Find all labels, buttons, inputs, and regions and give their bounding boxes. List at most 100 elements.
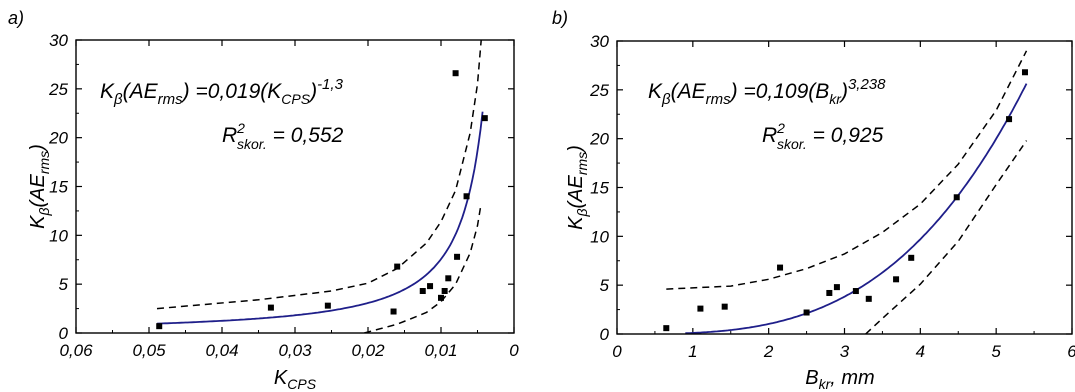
chart-b-ylabel-sub1: β <box>574 209 590 218</box>
chart-a-ytick-label: 25 <box>48 80 68 99</box>
chart-a-svg: a) 0,06 0,05 0,04 0,03 0,02 0,01 0 0 5 10 15 20 25 30 K… <box>8 8 519 392</box>
chart-a-ytick-label: 0 <box>59 324 69 343</box>
chart-a-xtick-label: 0,02 <box>351 341 385 360</box>
chart-b-data-point <box>721 303 728 310</box>
chart-b-eq-lhs: K <box>648 80 663 103</box>
chart-a-eq-rhs: =0,019(K <box>190 80 283 103</box>
chart-a-data-point <box>156 323 163 330</box>
chart-panel-b: b)0123456051015202530Kβ(AErms) =0,109(Bk… <box>540 0 1075 392</box>
chart-a-data-point <box>419 288 426 295</box>
chart-b-equation: Kβ(AErms) =0,109(Bkr)3,238 <box>648 76 886 108</box>
chart-b-fit-curve <box>685 83 1028 334</box>
chart-a-xtick-label: 0 <box>509 341 519 360</box>
chart-b-xlabel-sub: kr <box>819 376 832 392</box>
chart-b-ytick-label: 5 <box>600 276 610 295</box>
chart-b-data-point <box>852 288 859 295</box>
chart-b-r2: R2 skor. = 0,925 <box>762 120 884 152</box>
chart-b-eq-lhs-mid: (AE <box>671 80 707 103</box>
chart-a-ylabel-sub2: rms <box>36 151 52 174</box>
chart-b-data-point <box>893 276 900 283</box>
chart-a-xlabel-main: K <box>274 367 289 389</box>
chart-b-eq-rhs-close: ) <box>838 80 848 103</box>
chart-a-eq-lhs-sub: β <box>113 91 123 108</box>
chart-b-data-point <box>826 289 833 296</box>
chart-a-data-point <box>452 70 459 77</box>
chart-b-r2-sub: skor. <box>777 136 807 152</box>
chart-a-r2-sub: skor. <box>237 136 267 152</box>
chart-b-eq-lhs-sub: β <box>661 91 671 108</box>
chart-b-r2-sup: 2 <box>776 120 785 136</box>
chart-a-xlabel-sub: CPS <box>287 376 316 392</box>
chart-a-eq-lhs-mid: (AE <box>123 80 159 103</box>
chart-a-ytick-label: 5 <box>59 275 69 294</box>
chart-b-data-point <box>1021 69 1028 76</box>
chart-b-ytick-label: 0 <box>600 325 610 344</box>
chart-a-data-point <box>394 263 401 270</box>
chart-b-data-point <box>663 325 670 332</box>
chart-b-r2-value: = 0,925 <box>807 124 884 147</box>
chart-b-r2-main: R <box>762 124 777 147</box>
chart-a-confidence-lower <box>364 202 482 333</box>
chart-b-ylabel-mid: (AE <box>565 175 587 209</box>
chart-a-panel-label: a) <box>8 8 24 28</box>
chart-a-eq-rhs-sup: -1,3 <box>317 76 344 93</box>
chart-a-ylabel: Kβ(AErms) <box>27 144 52 229</box>
chart-a-data-point <box>445 275 452 282</box>
chart-b-plot-frame <box>616 40 1073 335</box>
chart-a-plot-frame <box>75 39 515 334</box>
chart-b-data-point <box>908 254 915 261</box>
chart-a-r2: R2 skor. = 0,552 <box>222 120 344 152</box>
chart-b-svg: b)0123456051015202530Kβ(AErms) =0,109(Bk… <box>552 8 1075 392</box>
chart-b-xlabel-main: B <box>805 367 818 389</box>
chart-b-xtick-label: 2 <box>763 342 774 361</box>
chart-a-r2-sup: 2 <box>236 120 245 136</box>
chart-a-ytick-label: 10 <box>49 226 68 245</box>
chart-a-eq-rhs-close: ) <box>307 80 317 103</box>
chart-b-eq-rhs: =0,109(B <box>738 80 830 103</box>
chart-b-xtick-label: 0 <box>612 342 622 361</box>
chart-b-xtick-label: 4 <box>916 342 925 361</box>
chart-b-ytick-label: 10 <box>590 227 609 246</box>
chart-a-xtick-label: 0,04 <box>205 341 238 360</box>
chart-a-xlabel: KCPS <box>274 367 317 392</box>
chart-a-ylabel-mid: (AE <box>27 174 49 208</box>
chart-b-ytick-label: 30 <box>590 32 609 51</box>
chart-b-ylabel-sub2: rms <box>574 152 590 175</box>
chart-b-data-point <box>953 194 960 201</box>
chart-b-xtick-label: 3 <box>840 342 850 361</box>
chart-b-xtick-label: 6 <box>1067 342 1075 361</box>
chart-b-confidence-upper <box>666 50 1028 290</box>
chart-a-confidence-upper <box>156 40 482 310</box>
chart-a-data-point <box>438 294 444 301</box>
chart-b-xlabel-tail: , mm <box>830 367 874 389</box>
chart-a-ylabel-sub1: β <box>36 208 52 217</box>
chart-a-xtick-label: 0,05 <box>132 341 166 360</box>
chart-b-data-point <box>803 309 810 316</box>
chart-b-eq-rhs-sub: kr <box>829 91 842 107</box>
chart-b-ytick-label: 15 <box>590 179 609 198</box>
chart-b-eq-rhs-sup: 3,238 <box>848 76 886 93</box>
chart-a-data-point <box>267 304 274 311</box>
chart-a-r2-main: R <box>222 124 237 147</box>
chart-a-data-point <box>441 288 448 295</box>
chart-b-eq-lhs-end: ) <box>728 80 738 103</box>
chart-b-xlabel: Bkr, mm <box>805 367 874 392</box>
chart-a-ylabel-main: K <box>27 214 49 229</box>
chart-b-panel-label: b) <box>552 8 568 28</box>
chart-b-data-point <box>697 305 704 312</box>
chart-a-ytick-label: 20 <box>48 129 68 148</box>
chart-a-eq-lhs: K <box>100 80 115 103</box>
chart-b-confidence-lower <box>865 140 1028 334</box>
chart-a-xtick-label: 0,03 <box>278 341 312 360</box>
chart-a-data-point <box>463 193 470 200</box>
chart-b-xtick-label: 1 <box>688 342 697 361</box>
chart-b-data-point <box>865 295 872 302</box>
chart-b-xtick-label: 5 <box>991 342 1001 361</box>
chart-b-eq-lhs-sub2: rms <box>706 91 731 108</box>
chart-b-ytick-label: 25 <box>589 81 609 100</box>
chart-b-ylabel-main: K <box>565 215 587 230</box>
chart-a-data-point <box>481 115 488 122</box>
chart-b-ylabel-end: ) <box>565 145 587 154</box>
chart-b-ylabel: Kβ(AErms) <box>565 145 590 230</box>
chart-b-data-point <box>777 264 784 271</box>
